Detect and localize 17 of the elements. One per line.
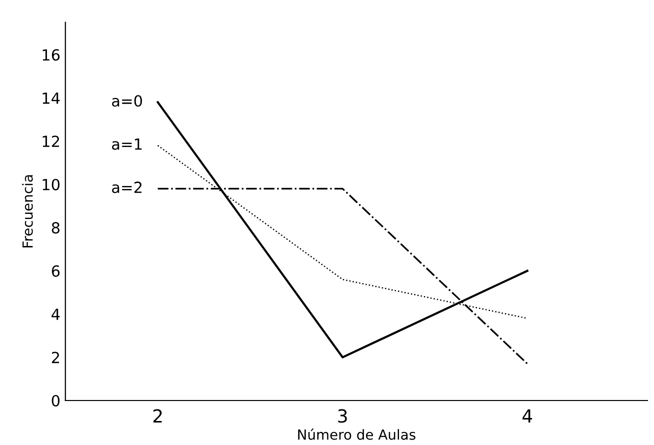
x-tick-label: 4 [522, 409, 532, 423]
y-axis-title: Frecuencia [22, 175, 33, 248]
y-tick-label: 14 [42, 92, 60, 104]
series-label: a=2 [112, 182, 142, 194]
y-tick-label: 2 [52, 352, 60, 364]
y-tick-label: 6 [52, 265, 60, 277]
y-tick-label: 4 [52, 308, 60, 320]
y-tick-label: 0 [52, 394, 60, 407]
series-label: a=0 [112, 95, 142, 107]
x-tick-label: 3 [338, 409, 347, 423]
y-tick-label: 10 [42, 178, 60, 190]
y-tick-label: 16 [42, 49, 60, 61]
series-label: a=1 [112, 138, 142, 150]
y-tick-label: 8 [52, 222, 60, 234]
y-tick-label: 12 [42, 136, 60, 147]
x-tick-label: 2 [153, 409, 162, 423]
x-axis-title: Número de Aulas [298, 428, 416, 440]
